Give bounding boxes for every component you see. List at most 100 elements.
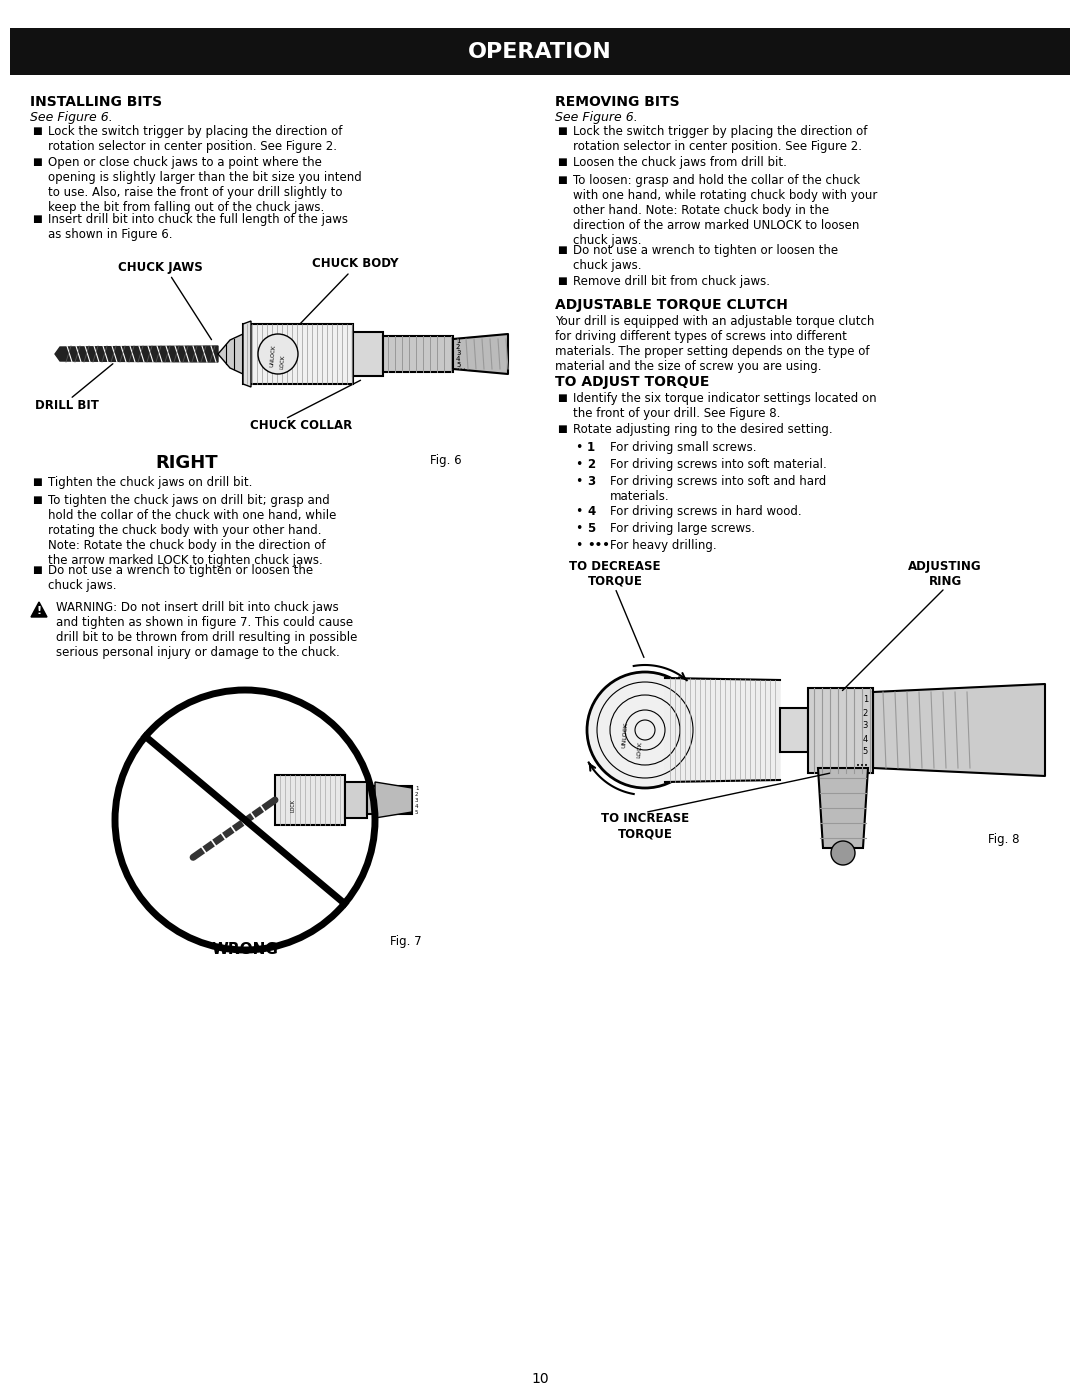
Bar bbox=[780, 708, 808, 752]
Text: •: • bbox=[575, 457, 582, 471]
Text: 1: 1 bbox=[863, 695, 868, 705]
Text: 4: 4 bbox=[415, 803, 419, 809]
Text: For driving screws into soft and hard
materials.: For driving screws into soft and hard ma… bbox=[610, 475, 826, 503]
Text: CHUCK COLLAR: CHUCK COLLAR bbox=[249, 418, 352, 432]
Text: OPERATION: OPERATION bbox=[468, 42, 612, 61]
Text: •: • bbox=[575, 523, 582, 535]
Text: 1: 1 bbox=[456, 338, 460, 343]
Text: INSTALLING BITS: INSTALLING BITS bbox=[30, 95, 162, 108]
Text: Fig. 8: Fig. 8 bbox=[988, 833, 1020, 845]
Text: 5: 5 bbox=[415, 810, 419, 815]
Text: ■: ■ bbox=[557, 393, 567, 403]
Text: For heavy drilling.: For heavy drilling. bbox=[610, 539, 717, 552]
Polygon shape bbox=[818, 769, 868, 848]
Text: Lock the switch trigger by placing the direction of
rotation selector in center : Lock the switch trigger by placing the d… bbox=[573, 125, 867, 153]
Text: ADJUSTING
RING: ADJUSTING RING bbox=[908, 560, 982, 588]
Text: !: ! bbox=[37, 606, 41, 616]
Text: Fig. 6: Fig. 6 bbox=[430, 455, 461, 467]
Text: For driving screws into soft material.: For driving screws into soft material. bbox=[610, 457, 827, 471]
Polygon shape bbox=[243, 321, 251, 386]
Text: 4: 4 bbox=[456, 356, 460, 361]
Text: TO INCREASE
TORQUE: TO INCREASE TORQUE bbox=[600, 813, 689, 841]
Text: WRONG: WRONG bbox=[212, 942, 279, 956]
Text: Your drill is equipped with an adjustable torque clutch
for driving different ty: Your drill is equipped with an adjustabl… bbox=[555, 316, 875, 373]
Text: 5: 5 bbox=[588, 523, 595, 535]
Text: 2: 2 bbox=[456, 343, 460, 350]
Text: Do not use a wrench to tighten or loosen the
chuck jaws.: Do not use a wrench to tighten or loosen… bbox=[48, 564, 313, 592]
Polygon shape bbox=[375, 783, 411, 817]
Text: •: • bbox=[575, 441, 582, 455]
Text: Lock the switch trigger by placing the direction of
rotation selector in center : Lock the switch trigger by placing the d… bbox=[48, 125, 342, 153]
Text: •••: ••• bbox=[856, 763, 868, 769]
Text: For driving large screws.: For driving large screws. bbox=[610, 523, 755, 535]
Text: 1: 1 bbox=[588, 441, 595, 455]
Text: ■: ■ bbox=[557, 424, 567, 434]
Text: ■: ■ bbox=[557, 277, 567, 286]
Text: WARNING: Do not insert drill bit into chuck jaws
and tighten as shown in figure : WARNING: Do not insert drill bit into ch… bbox=[56, 600, 357, 659]
Text: REMOVING BITS: REMOVING BITS bbox=[555, 95, 679, 108]
Text: 3: 3 bbox=[863, 721, 868, 731]
Polygon shape bbox=[218, 334, 243, 374]
Text: Tighten the chuck jaws on drill bit.: Tighten the chuck jaws on drill bit. bbox=[48, 475, 253, 489]
Text: Do not use a wrench to tighten or loosen the
chuck jaws.: Do not use a wrench to tighten or loosen… bbox=[573, 245, 838, 272]
Bar bbox=[275, 776, 345, 826]
Text: Identify the six torque indicator settings located on
the front of your drill. S: Identify the six torque indicator settin… bbox=[573, 392, 877, 420]
Text: 3: 3 bbox=[456, 350, 460, 356]
Text: 5: 5 bbox=[863, 748, 868, 756]
Text: 2: 2 bbox=[863, 709, 868, 717]
Text: UNLOCK: UNLOCK bbox=[621, 721, 629, 748]
Bar bbox=[353, 332, 383, 377]
Polygon shape bbox=[453, 334, 508, 374]
Polygon shape bbox=[55, 346, 218, 361]
Text: CHUCK JAWS: CHUCK JAWS bbox=[118, 261, 202, 274]
Text: ■: ■ bbox=[32, 214, 42, 224]
Text: See Figure 6.: See Figure 6. bbox=[30, 111, 112, 124]
Text: 1: 1 bbox=[415, 785, 419, 791]
Circle shape bbox=[831, 841, 855, 865]
Text: ■: ■ bbox=[557, 175, 567, 185]
Text: ■: ■ bbox=[557, 245, 567, 254]
Text: 2: 2 bbox=[588, 457, 595, 471]
Text: RIGHT: RIGHT bbox=[156, 455, 218, 473]
Text: 5: 5 bbox=[456, 361, 460, 368]
Text: Rotate adjusting ring to the desired setting.: Rotate adjusting ring to the desired set… bbox=[573, 423, 833, 436]
Text: TO ADJUST TORQUE: TO ADJUST TORQUE bbox=[555, 375, 710, 389]
Text: LOCK: LOCK bbox=[291, 798, 296, 812]
Text: ■: ■ bbox=[32, 495, 42, 505]
Bar bbox=[10, 28, 1070, 75]
Text: •: • bbox=[575, 505, 582, 518]
Text: Open or close chuck jaws to a point where the
opening is slightly larger than th: Open or close chuck jaws to a point wher… bbox=[48, 156, 362, 214]
Text: ■: ■ bbox=[557, 157, 567, 167]
Text: •••: ••• bbox=[456, 367, 467, 373]
Text: ■: ■ bbox=[32, 126, 42, 136]
Text: 4: 4 bbox=[863, 734, 868, 744]
Text: LOCK: LOCK bbox=[280, 354, 286, 370]
Text: Remove drill bit from chuck jaws.: Remove drill bit from chuck jaws. bbox=[573, 275, 770, 288]
Text: CHUCK BODY: CHUCK BODY bbox=[312, 257, 399, 270]
Bar bbox=[808, 688, 873, 773]
Text: ■: ■ bbox=[557, 126, 567, 136]
Circle shape bbox=[588, 671, 703, 788]
Text: Loosen the chuck jaws from drill bit.: Loosen the chuck jaws from drill bit. bbox=[573, 156, 787, 170]
Bar bbox=[243, 324, 353, 384]
Bar bbox=[345, 783, 367, 817]
Text: 2: 2 bbox=[415, 792, 419, 796]
Text: LOCK: LOCK bbox=[637, 741, 644, 759]
Text: ADJUSTABLE TORQUE CLUTCH: ADJUSTABLE TORQUE CLUTCH bbox=[555, 297, 788, 311]
Text: 3: 3 bbox=[415, 798, 419, 803]
Text: •: • bbox=[575, 475, 582, 488]
Text: See Figure 6.: See Figure 6. bbox=[555, 111, 638, 124]
Text: To loosen: grasp and hold the collar of the chuck
with one hand, while rotating : To loosen: grasp and hold the collar of … bbox=[573, 174, 877, 247]
Text: 10: 10 bbox=[531, 1372, 549, 1386]
Text: TO DECREASE
TORQUE: TO DECREASE TORQUE bbox=[569, 560, 661, 588]
Text: UNLOCK: UNLOCK bbox=[270, 345, 276, 367]
Text: ■: ■ bbox=[32, 564, 42, 575]
Polygon shape bbox=[873, 684, 1045, 776]
Text: For driving screws in hard wood.: For driving screws in hard wood. bbox=[610, 505, 801, 518]
Circle shape bbox=[258, 334, 298, 374]
Text: •: • bbox=[575, 539, 582, 552]
Text: For driving small screws.: For driving small screws. bbox=[610, 441, 756, 455]
Text: Fig. 7: Fig. 7 bbox=[390, 935, 421, 948]
Polygon shape bbox=[31, 602, 48, 617]
Text: 4: 4 bbox=[588, 505, 595, 518]
